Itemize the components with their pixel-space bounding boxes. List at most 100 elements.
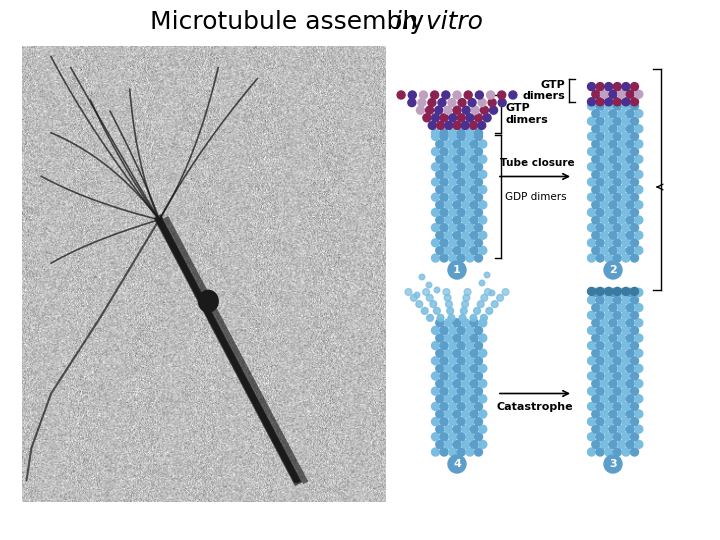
Circle shape — [453, 364, 461, 373]
Circle shape — [588, 132, 595, 140]
Circle shape — [449, 132, 456, 140]
Circle shape — [457, 114, 465, 122]
Circle shape — [605, 117, 613, 125]
Circle shape — [600, 349, 608, 357]
Circle shape — [431, 342, 439, 349]
Circle shape — [631, 224, 639, 232]
Circle shape — [449, 417, 456, 426]
Circle shape — [466, 254, 474, 262]
Circle shape — [588, 239, 595, 247]
Text: Axoneme: Axoneme — [255, 135, 310, 145]
Circle shape — [470, 349, 478, 357]
Circle shape — [596, 117, 604, 125]
Circle shape — [609, 125, 617, 133]
Circle shape — [600, 395, 608, 403]
Circle shape — [592, 110, 600, 118]
Circle shape — [444, 334, 452, 342]
Circle shape — [613, 387, 621, 395]
Circle shape — [613, 342, 621, 349]
Circle shape — [635, 334, 643, 342]
Circle shape — [466, 417, 474, 426]
Circle shape — [449, 208, 456, 217]
Circle shape — [622, 83, 630, 91]
Circle shape — [431, 417, 439, 426]
Circle shape — [444, 171, 452, 178]
Circle shape — [426, 106, 433, 114]
Circle shape — [462, 395, 469, 403]
Circle shape — [596, 342, 604, 349]
Circle shape — [592, 334, 600, 342]
Circle shape — [453, 334, 461, 342]
Circle shape — [592, 231, 600, 239]
Circle shape — [470, 410, 478, 418]
Circle shape — [626, 125, 634, 133]
Circle shape — [457, 239, 465, 247]
Circle shape — [618, 349, 626, 357]
Circle shape — [440, 178, 448, 186]
Circle shape — [485, 288, 491, 295]
Circle shape — [592, 171, 600, 178]
Circle shape — [588, 417, 595, 426]
Circle shape — [596, 326, 604, 334]
Circle shape — [444, 246, 452, 254]
Circle shape — [466, 448, 474, 456]
Circle shape — [416, 106, 425, 114]
Circle shape — [596, 357, 604, 365]
Circle shape — [622, 433, 630, 441]
Circle shape — [592, 246, 600, 254]
Circle shape — [605, 287, 613, 295]
Circle shape — [440, 239, 448, 247]
Circle shape — [626, 246, 634, 254]
Circle shape — [440, 342, 448, 349]
Circle shape — [459, 314, 466, 321]
Circle shape — [596, 417, 604, 426]
Circle shape — [622, 239, 630, 247]
Circle shape — [609, 201, 617, 209]
Circle shape — [444, 294, 451, 301]
Circle shape — [592, 201, 600, 209]
Circle shape — [449, 178, 456, 186]
Circle shape — [588, 117, 595, 125]
Circle shape — [431, 147, 439, 156]
Circle shape — [605, 357, 613, 365]
Circle shape — [605, 448, 613, 456]
Circle shape — [622, 102, 630, 110]
Circle shape — [453, 319, 461, 327]
Circle shape — [618, 288, 626, 296]
Circle shape — [622, 296, 630, 304]
Circle shape — [448, 99, 456, 106]
Circle shape — [609, 90, 617, 98]
Circle shape — [487, 91, 495, 99]
Circle shape — [423, 288, 430, 295]
Circle shape — [436, 410, 444, 418]
Circle shape — [475, 91, 483, 99]
Circle shape — [457, 448, 465, 456]
Circle shape — [444, 186, 452, 194]
Circle shape — [631, 287, 639, 295]
Circle shape — [600, 303, 608, 312]
Circle shape — [470, 140, 478, 148]
Circle shape — [470, 395, 478, 403]
Circle shape — [605, 98, 613, 106]
Circle shape — [631, 387, 639, 395]
Circle shape — [464, 288, 471, 295]
Circle shape — [444, 349, 452, 357]
Circle shape — [626, 90, 634, 98]
Circle shape — [609, 380, 617, 388]
Circle shape — [622, 117, 630, 125]
Circle shape — [470, 246, 478, 254]
Circle shape — [622, 193, 630, 201]
Circle shape — [596, 387, 604, 395]
Circle shape — [470, 155, 478, 163]
Circle shape — [470, 216, 478, 224]
Circle shape — [596, 372, 604, 380]
Circle shape — [609, 155, 617, 163]
Circle shape — [631, 417, 639, 426]
Circle shape — [631, 372, 639, 380]
Circle shape — [618, 125, 626, 133]
Circle shape — [588, 342, 595, 349]
Circle shape — [453, 410, 461, 418]
Circle shape — [453, 155, 461, 163]
Circle shape — [626, 395, 634, 403]
Circle shape — [449, 433, 456, 441]
